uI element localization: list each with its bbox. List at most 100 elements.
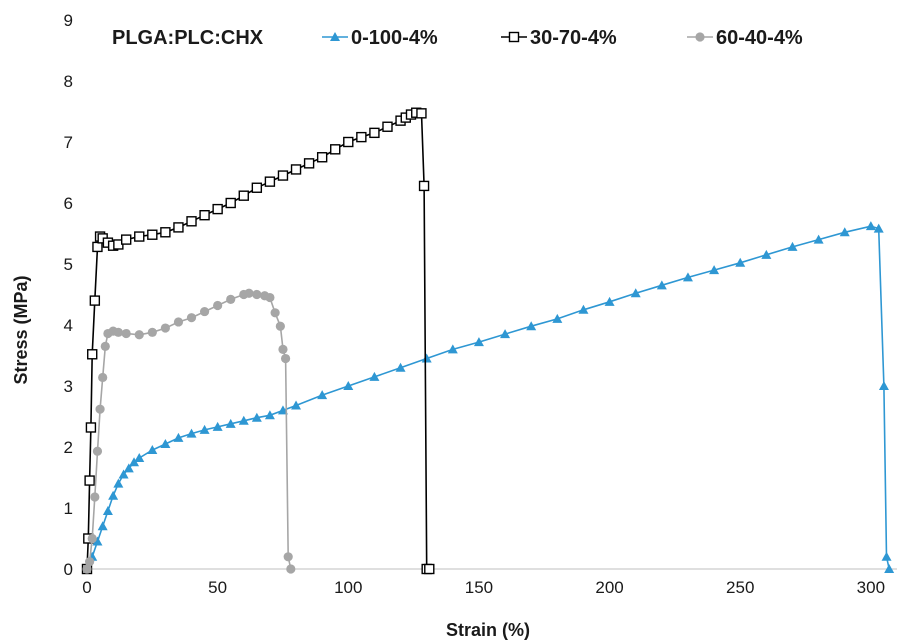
data-point xyxy=(212,203,223,215)
data-point xyxy=(839,227,850,237)
data-point xyxy=(251,412,262,422)
data-point xyxy=(395,362,406,372)
legend: PLGA:PLC:CHX 0-100-4% 30-70-4% 60-40-4% xyxy=(112,27,803,49)
data-point xyxy=(134,231,145,242)
x-tick-label: 50 xyxy=(208,578,227,597)
legend-label: 30-70-4% xyxy=(530,27,617,49)
data-point xyxy=(330,32,340,41)
data-point xyxy=(199,306,210,317)
data-point xyxy=(173,222,184,233)
data-point xyxy=(160,438,171,448)
data-point xyxy=(317,390,328,400)
data-point xyxy=(290,164,302,175)
data-point xyxy=(238,190,249,201)
data-point xyxy=(761,249,772,259)
data-point xyxy=(884,564,895,573)
data-point xyxy=(85,422,97,433)
data-point xyxy=(873,223,884,233)
x-tick-label: 200 xyxy=(595,578,623,597)
series-30-70-4% xyxy=(81,107,435,575)
data-point xyxy=(100,341,110,351)
data-point xyxy=(735,257,746,267)
data-point xyxy=(283,552,293,562)
data-point xyxy=(356,131,367,143)
data-point xyxy=(92,241,103,253)
data-point xyxy=(97,521,108,531)
data-point xyxy=(280,353,291,364)
data-point xyxy=(265,292,275,303)
x-tick-label: 100 xyxy=(334,578,362,597)
data-point xyxy=(316,152,328,163)
data-point xyxy=(238,415,249,425)
data-point xyxy=(213,300,223,311)
data-point xyxy=(113,327,123,337)
data-point xyxy=(416,108,427,119)
data-point xyxy=(630,288,641,298)
data-point xyxy=(118,469,129,479)
data-point xyxy=(343,136,354,148)
data-point xyxy=(447,344,458,354)
data-point xyxy=(277,170,289,181)
data-point xyxy=(878,381,889,390)
data-point xyxy=(508,31,520,43)
data-point xyxy=(526,321,537,331)
data-point xyxy=(225,197,236,209)
data-point xyxy=(95,404,105,414)
data-point xyxy=(473,337,484,347)
x-tick-label: 0 xyxy=(82,578,91,597)
data-point xyxy=(212,421,223,431)
data-point xyxy=(173,432,184,442)
legend-label: 0-100-4% xyxy=(351,27,438,49)
legend-title: PLGA:PLC:CHX xyxy=(112,27,264,49)
data-point xyxy=(108,490,119,500)
legend-item: 0-100-4% xyxy=(322,27,438,49)
data-point xyxy=(424,563,435,575)
data-point xyxy=(92,536,103,546)
x-tick-label: 150 xyxy=(465,578,493,597)
data-point xyxy=(682,272,693,282)
series-line xyxy=(86,225,890,570)
data-point xyxy=(120,234,132,245)
y-tick-label: 8 xyxy=(64,72,73,91)
series-0-100-4% xyxy=(82,221,895,573)
data-point xyxy=(787,241,798,251)
data-point xyxy=(270,308,280,318)
data-point xyxy=(160,323,170,333)
series-60-40-4% xyxy=(82,288,296,574)
data-point xyxy=(225,418,236,428)
data-point xyxy=(369,371,380,381)
data-point xyxy=(369,127,380,139)
data-point xyxy=(278,344,288,354)
data-point xyxy=(286,564,296,574)
data-point xyxy=(84,475,95,486)
data-point xyxy=(186,216,197,227)
data-point xyxy=(421,353,432,363)
data-point xyxy=(147,327,157,337)
y-axis-title: Stress (MPa) xyxy=(11,275,31,384)
legend-item: 60-40-4% xyxy=(687,27,803,49)
data-point xyxy=(865,221,876,231)
data-point xyxy=(881,551,892,561)
data-point xyxy=(251,182,263,193)
y-tick-label: 6 xyxy=(64,194,73,213)
y-tick-label: 1 xyxy=(64,499,73,518)
data-point xyxy=(264,410,275,420)
data-point xyxy=(90,492,100,502)
y-tick-label: 3 xyxy=(64,377,73,396)
series-layer xyxy=(81,107,895,575)
data-point xyxy=(121,328,131,339)
legend-item: 30-70-4% xyxy=(501,27,617,49)
data-point xyxy=(98,372,108,383)
data-point xyxy=(199,424,210,434)
data-point xyxy=(418,180,430,192)
data-point xyxy=(709,265,720,275)
data-point xyxy=(500,329,511,339)
data-point xyxy=(147,445,158,455)
data-point xyxy=(695,32,705,42)
data-point xyxy=(226,294,236,304)
y-tick-label: 2 xyxy=(64,438,73,457)
data-point xyxy=(92,446,103,456)
data-point xyxy=(134,452,145,462)
y-tick-label: 9 xyxy=(64,11,73,30)
